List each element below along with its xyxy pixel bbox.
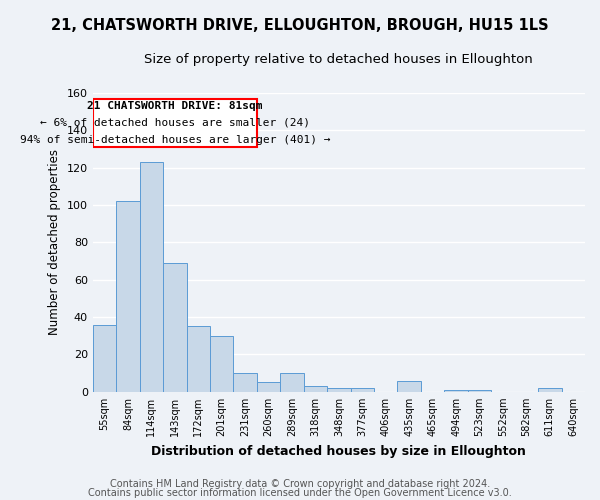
- Text: ← 6% of detached houses are smaller (24): ← 6% of detached houses are smaller (24): [40, 118, 310, 128]
- Text: Contains public sector information licensed under the Open Government Licence v3: Contains public sector information licen…: [88, 488, 512, 498]
- Bar: [93, 324, 116, 392]
- Bar: [257, 382, 280, 392]
- Bar: [210, 336, 233, 392]
- Bar: [140, 162, 163, 392]
- Bar: [163, 263, 187, 392]
- Bar: [280, 373, 304, 392]
- Text: 94% of semi-detached houses are larger (401) →: 94% of semi-detached houses are larger (…: [20, 135, 330, 145]
- Bar: [187, 326, 210, 392]
- Text: Contains HM Land Registry data © Crown copyright and database right 2024.: Contains HM Land Registry data © Crown c…: [110, 479, 490, 489]
- Bar: [304, 386, 327, 392]
- Bar: [397, 380, 421, 392]
- Text: 21 CHATSWORTH DRIVE: 81sqm: 21 CHATSWORTH DRIVE: 81sqm: [87, 101, 263, 111]
- X-axis label: Distribution of detached houses by size in Elloughton: Distribution of detached houses by size …: [151, 444, 526, 458]
- Bar: [327, 388, 350, 392]
- Text: 21, CHATSWORTH DRIVE, ELLOUGHTON, BROUGH, HU15 1LS: 21, CHATSWORTH DRIVE, ELLOUGHTON, BROUGH…: [51, 18, 549, 32]
- Bar: [93, 98, 257, 147]
- Y-axis label: Number of detached properties: Number of detached properties: [48, 150, 61, 336]
- Bar: [538, 388, 562, 392]
- Bar: [233, 373, 257, 392]
- Bar: [116, 202, 140, 392]
- Bar: [468, 390, 491, 392]
- Bar: [350, 388, 374, 392]
- Bar: [445, 390, 468, 392]
- Title: Size of property relative to detached houses in Elloughton: Size of property relative to detached ho…: [145, 52, 533, 66]
